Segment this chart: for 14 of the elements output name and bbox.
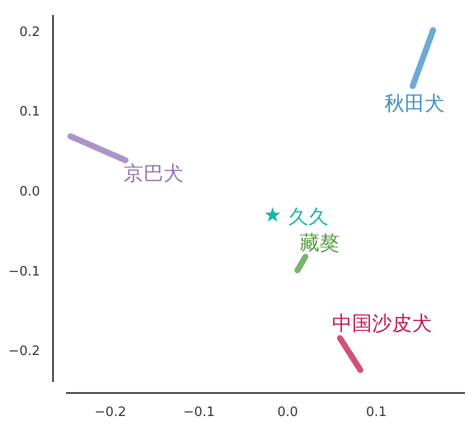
x-tick-label: −0.1 xyxy=(183,405,215,420)
x-tick-label: 0.0 xyxy=(277,405,298,420)
series-label: 久久 xyxy=(288,204,329,228)
y-tick-label: 0.1 xyxy=(19,104,40,120)
series-label: 藏獒 xyxy=(299,230,340,255)
series-label: 秋田犬 xyxy=(384,91,445,116)
y-tick-label: −0.2 xyxy=(8,344,40,360)
x-tick-label: −0.2 xyxy=(94,405,126,420)
series-label: 京巴犬 xyxy=(123,161,184,186)
x-tick-label: 0.1 xyxy=(366,405,387,420)
y-tick-label: 0.0 xyxy=(19,184,40,200)
y-tick-label: −0.1 xyxy=(8,264,40,280)
series-label: 中国沙皮犬 xyxy=(332,311,432,336)
y-tick-label: 0.2 xyxy=(19,24,40,40)
